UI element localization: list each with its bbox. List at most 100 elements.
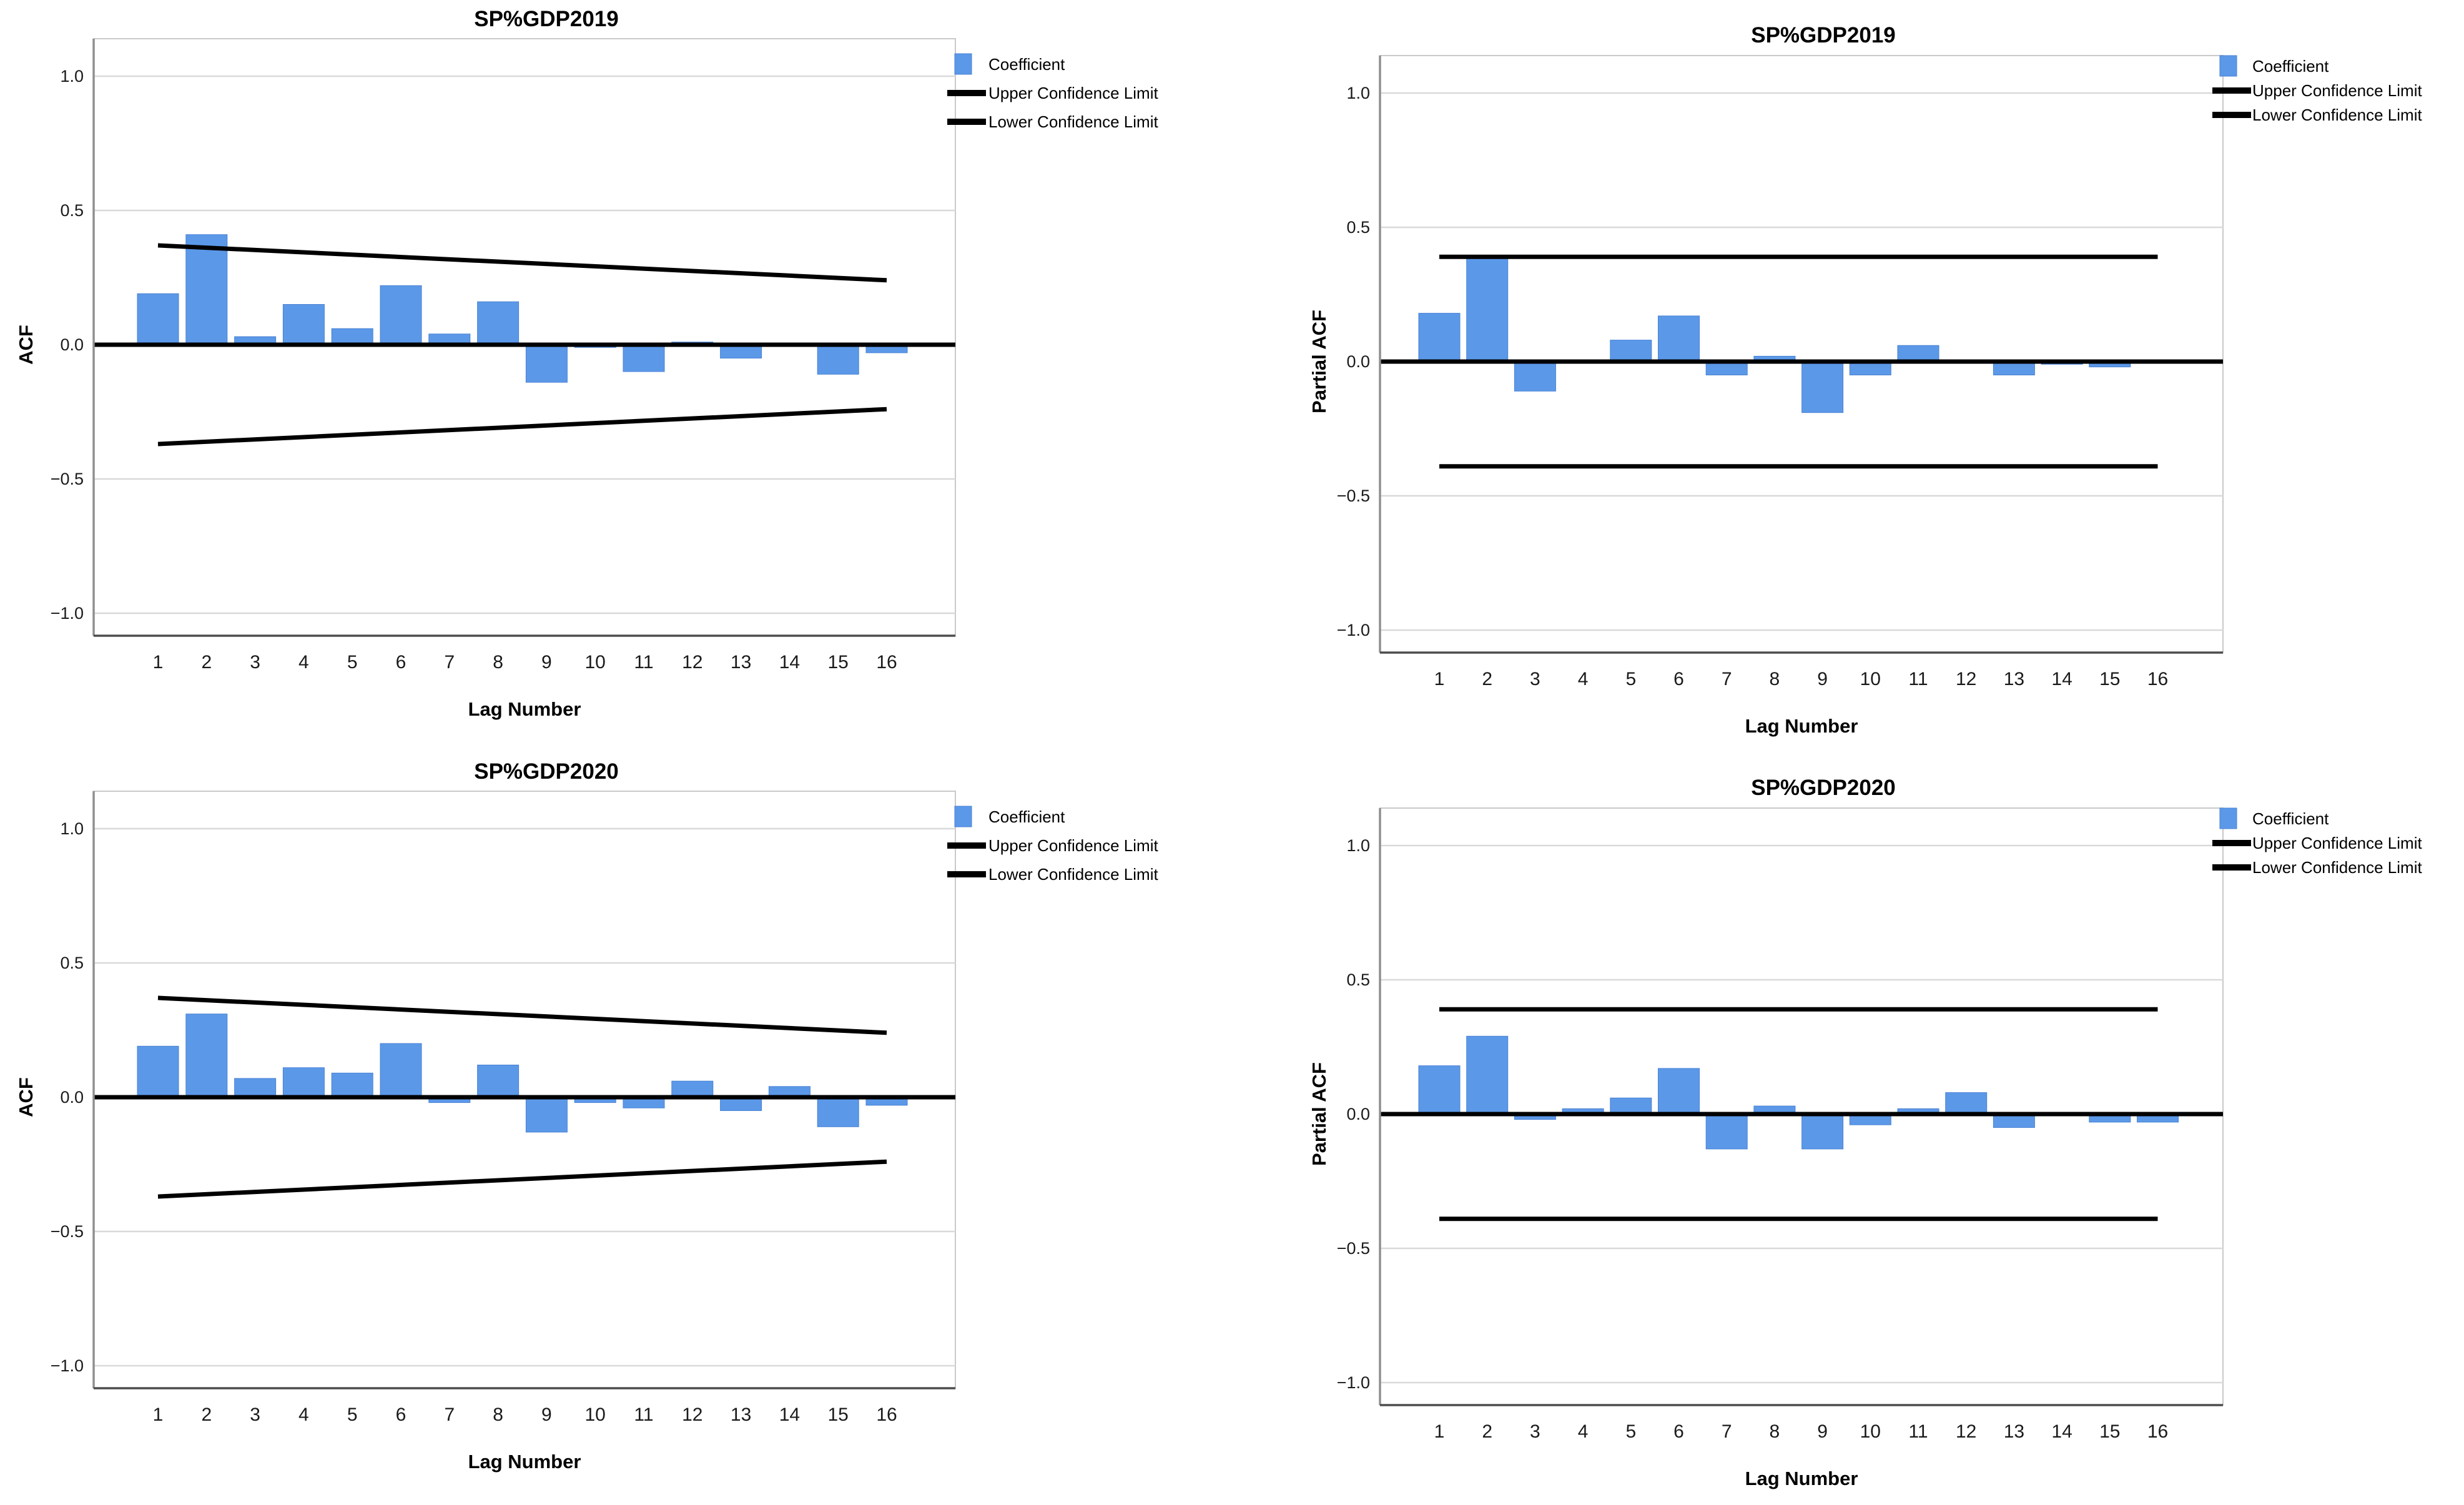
legend-coefficient-swatch (2219, 55, 2237, 77)
x-tick-label-lag-8: 8 (1770, 669, 1780, 689)
coefficient-bar-lag-9 (525, 344, 568, 383)
x-tick-label-lag-14: 14 (2051, 669, 2072, 689)
x-tick-label-lag-2: 2 (201, 652, 212, 673)
x-tick-label-lag-13: 13 (731, 1404, 751, 1425)
x-tick-label-lag-7: 7 (444, 652, 455, 673)
x-tick-label-lag-10: 10 (585, 1404, 606, 1425)
correlogram-svg: 1.00.50.0−0.5−1.01 2 3 4 5 6 7 8 9 10 11 12 13 14 15 16… (1308, 776, 2422, 1489)
chart-title: SP%GDP2020 (1751, 776, 1896, 800)
correlogram-svg: 1.00.50.0−0.5−1.01 2 3 4 5 6 7 8 9 10 11 12 13 14 15 16… (15, 759, 1158, 1473)
x-tick-label-lag-1: 1 (1434, 1421, 1445, 1442)
coefficient-bar-lag-12 (1945, 1092, 1988, 1115)
y-axis-label: ACF (15, 325, 37, 365)
coefficient-bar-lag-7 (1705, 1113, 1748, 1150)
x-tick-label-lag-13: 13 (2004, 1421, 2024, 1442)
coefficient-bar-lag-9 (525, 1097, 568, 1133)
y-tick-label: 0.0 (60, 335, 84, 354)
coefficient-bar-lag-6 (380, 285, 422, 345)
x-tick-label-lag-10: 10 (1860, 1421, 1881, 1442)
x-tick-label-lag-11: 11 (1908, 669, 1928, 689)
x-axis-label: Lag Number (468, 698, 581, 720)
coefficient-bar-lag-5 (1610, 1097, 1652, 1115)
x-tick-label-lag-3: 3 (250, 652, 260, 673)
coefficient-bar-lag-11 (623, 344, 665, 372)
y-tick-label: 0.5 (1346, 218, 1370, 237)
x-axis-label: Lag Number (1745, 1468, 1858, 1489)
x-tick-label-lag-9: 9 (541, 1404, 552, 1425)
y-tick-label: −0.5 (51, 470, 84, 488)
legend-coefficient-label: Coefficient (988, 807, 1065, 826)
coefficient-bar-lag-8 (477, 1064, 520, 1098)
y-tick-label: 0.0 (1346, 1105, 1370, 1123)
y-tick-label: −1.0 (1337, 1373, 1370, 1392)
x-tick-label-lag-8: 8 (493, 652, 503, 673)
y-tick-label: 0.5 (60, 201, 84, 220)
y-tick-label: 0.5 (1346, 970, 1370, 989)
x-tick-label-lag-2: 2 (1482, 669, 1492, 689)
x-tick-label-lag-5: 5 (1625, 669, 1636, 689)
chart-acf-2019: 1.0 0.5 0.0 −0.5 −1.0 1 2 3 4 5 6 7 8 9 10 11 12 13 14 15 16… (0, 0, 1232, 752)
y-tick-label: 1.0 (60, 67, 84, 86)
y-tick-label: −0.5 (51, 1222, 84, 1241)
legend-upper-confidence-label: Upper Confidence Limit (2252, 834, 2422, 852)
x-tick-label-lag-3: 3 (1530, 1421, 1540, 1442)
x-tick-label-lag-7: 7 (1722, 1421, 1732, 1442)
x-tick-label-lag-10: 10 (1860, 669, 1881, 689)
x-axis-label: Lag Number (468, 1451, 581, 1473)
legend-coefficient-swatch (954, 53, 972, 75)
legend-coefficient-label: Coefficient (2252, 57, 2329, 76)
y-tick-label: 1.0 (60, 819, 84, 838)
x-tick-label-lag-7: 7 (1722, 669, 1732, 689)
x-tick-label-lag-6: 6 (1673, 669, 1684, 689)
x-tick-label-lag-12: 12 (1956, 1421, 1976, 1442)
x-tick-label-lag-6: 6 (396, 652, 407, 673)
coefficient-bar-lag-3 (1514, 361, 1556, 392)
coefficient-bar-lag-1 (1418, 313, 1461, 362)
x-tick-label-lag-11: 11 (634, 652, 653, 673)
legend-coefficient-swatch (954, 806, 972, 827)
upper-confidence-limit-line (157, 995, 887, 1035)
x-tick-label-lag-8: 8 (1770, 1421, 1780, 1442)
coefficient-bar-lag-5 (1610, 340, 1652, 362)
x-tick-label-lag-3: 3 (1530, 669, 1540, 689)
x-tick-label-lag-2: 2 (1482, 1421, 1492, 1442)
x-tick-label-lag-12: 12 (682, 652, 702, 673)
coefficient-bar-lag-6 (1658, 315, 1700, 362)
y-tick-label: 0.0 (1346, 352, 1370, 371)
y-tick-label: −0.5 (1337, 1239, 1370, 1258)
legend-line-swatch (2212, 840, 2251, 846)
x-tick-label-lag-15: 15 (2099, 669, 2120, 689)
coefficient-bar-lag-2 (185, 234, 228, 345)
x-tick-label-lag-3: 3 (250, 1404, 260, 1425)
coefficient-bar-lag-15 (817, 344, 859, 375)
y-tick-label: −1.0 (51, 1356, 84, 1375)
coefficient-bar-lag-9 (1801, 1113, 1844, 1150)
coefficient-bar-lag-4 (282, 1067, 325, 1098)
coefficient-bar-lag-3 (234, 1078, 277, 1098)
coefficient-bar-lag-2 (185, 1014, 228, 1098)
x-tick-label-lag-11: 11 (634, 1404, 653, 1425)
coefficient-bar-lag-5 (331, 1072, 373, 1098)
x-tick-label-lag-14: 14 (779, 652, 800, 673)
y-axis-label: Partial ACF (1308, 1062, 1330, 1166)
legend-line-swatch (947, 119, 986, 125)
y-tick-label: 1.0 (1346, 836, 1370, 855)
legend-line-swatch (2212, 87, 2251, 94)
y-axis-label: ACF (15, 1077, 37, 1117)
coefficient-bar-lag-1 (1418, 1065, 1461, 1115)
x-tick-label-lag-4: 4 (1578, 1421, 1589, 1442)
x-tick-label-lag-11: 11 (1908, 1421, 1928, 1442)
chart-acf-2020: 1.0 0.5 0.0 −0.5 −1.0 1 2 3 4 5 6 7 8 9 10 11 12 13 14 15 16… (0, 752, 1232, 1504)
x-tick-label-lag-4: 4 (298, 652, 309, 673)
legend-coefficient-swatch (2219, 807, 2237, 829)
x-tick-label-lag-2: 2 (201, 1404, 212, 1425)
chart-title: SP%GDP2019 (1751, 23, 1896, 47)
x-tick-label-lag-12: 12 (682, 1404, 702, 1425)
coefficient-bar-lag-8 (477, 301, 520, 345)
x-tick-label-lag-1: 1 (153, 1404, 164, 1425)
legend-upper-confidence-label: Upper Confidence Limit (988, 836, 1158, 855)
legend-coefficient-label: Coefficient (2252, 809, 2329, 828)
chart-pacf-2020: 1.0 0.5 0.0 −0.5 −1.0 1 2 3 4 5 6 7 8 9 10 11 12 13 14 15 16… (1232, 752, 2464, 1504)
coefficient-bar-lag-15 (817, 1097, 859, 1127)
